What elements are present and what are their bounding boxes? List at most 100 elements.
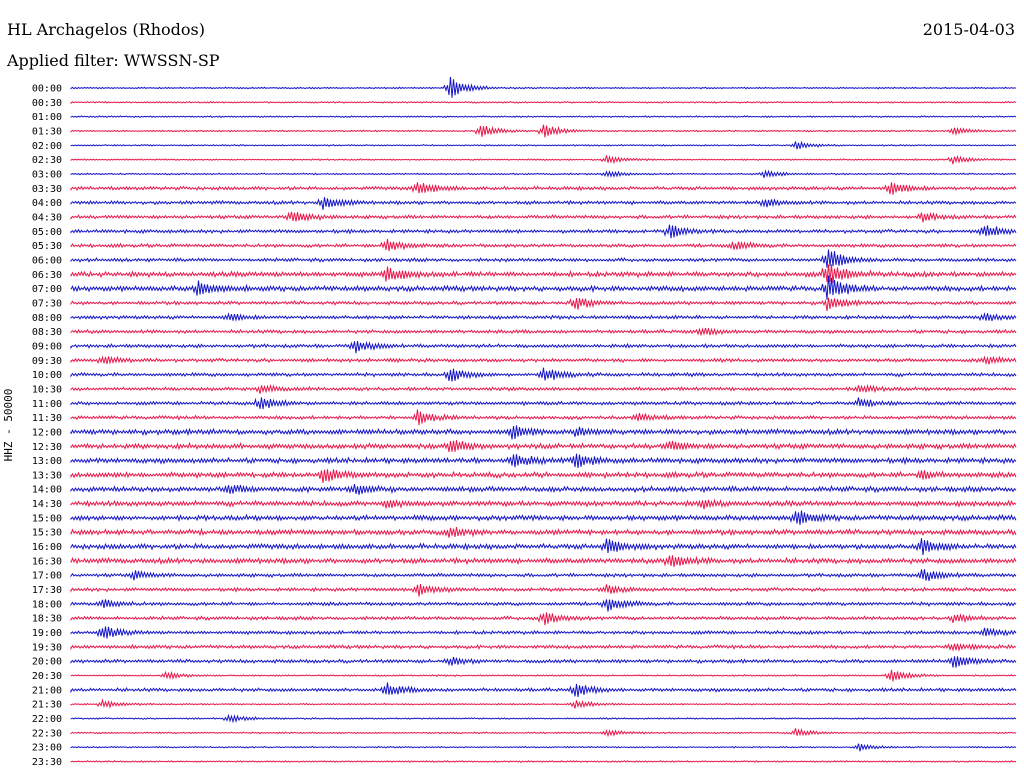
seismic-trace	[70, 743, 1017, 752]
seismic-trace	[70, 425, 1017, 440]
seismic-trace	[70, 584, 1017, 597]
time-tick-label: 05:30	[32, 241, 62, 252]
seismic-trace	[70, 312, 1017, 322]
time-tick-label: 05:00	[32, 227, 62, 238]
time-tick-label: 18:30	[32, 614, 62, 625]
seismic-trace	[70, 555, 1017, 567]
seismic-trace	[70, 154, 1017, 165]
time-tick-label: 16:30	[32, 556, 62, 567]
time-tick-label: 11:00	[32, 399, 62, 410]
seismic-trace	[70, 713, 1017, 724]
seismic-trace	[70, 498, 1017, 510]
seismic-trace	[70, 682, 1017, 697]
seismic-trace	[70, 727, 1017, 738]
time-tick-label: 08:00	[32, 313, 62, 324]
time-tick-label: 09:30	[32, 356, 62, 367]
seismic-trace	[70, 275, 1017, 300]
time-tick-label: 16:00	[32, 542, 62, 553]
time-tick-label: 13:00	[32, 456, 62, 467]
seismic-trace	[70, 626, 1017, 639]
time-tick-label: 23:00	[32, 743, 62, 754]
record-date: 2015-04-03	[922, 20, 1015, 39]
seismic-trace	[70, 76, 1017, 98]
seismic-trace	[70, 100, 1017, 105]
time-tick-label: 18:00	[32, 599, 62, 610]
filter-label: Applied filter: WWSSN-SP	[7, 51, 220, 70]
time-tick-label: 22:30	[32, 728, 62, 739]
seismic-trace	[70, 169, 1017, 178]
time-tick-label: 01:30	[32, 126, 62, 137]
time-tick-label: 10:30	[32, 384, 62, 395]
time-tick-label: 06:30	[32, 270, 62, 281]
time-tick-label: 17:30	[32, 585, 62, 596]
time-tick-label: 09:00	[32, 341, 62, 352]
seismic-trace	[70, 367, 1017, 382]
seismic-trace	[70, 510, 1017, 525]
tick-labels: 00:00 00:30 01:00 01:30 02:00 02:30 03:00 03:30…	[32, 84, 62, 769]
time-tick-label: 20:00	[32, 657, 62, 668]
seismic-trace	[70, 538, 1017, 556]
time-tick-label: 04:00	[32, 198, 62, 209]
time-tick-label: 23:30	[32, 757, 62, 768]
seismic-trace	[70, 124, 1017, 138]
seismic-trace	[70, 383, 1017, 394]
time-tick-label: 02:00	[32, 141, 62, 152]
time-tick-label: 19:00	[32, 628, 62, 639]
seismic-trace	[70, 469, 1017, 483]
seismic-trace	[70, 115, 1017, 119]
station-title: HL Archagelos (Rhodos)	[7, 20, 205, 39]
time-tick-label: 19:30	[32, 642, 62, 653]
time-tick-label: 06:00	[32, 255, 62, 266]
seismic-trace	[70, 327, 1017, 337]
seismic-trace	[70, 656, 1017, 668]
seismic-trace	[70, 340, 1017, 354]
seismic-trace	[70, 440, 1017, 452]
seismic-trace	[70, 612, 1017, 626]
time-tick-label: 21:30	[32, 700, 62, 711]
time-tick-label: 20:30	[32, 671, 62, 682]
time-tick-label: 14:00	[32, 485, 62, 496]
time-tick-label: 14:30	[32, 499, 62, 510]
seismic-trace	[70, 397, 1017, 410]
time-tick-label: 02:30	[32, 155, 62, 166]
time-tick-label: 15:30	[32, 528, 62, 539]
time-tick-label: 03:00	[32, 169, 62, 180]
time-tick-label: 07:30	[32, 298, 62, 309]
time-tick-label: 13:30	[32, 470, 62, 481]
seismic-trace	[70, 453, 1017, 469]
time-tick-label: 00:00	[32, 84, 62, 95]
seismic-trace	[70, 698, 1017, 709]
seismic-trace	[70, 182, 1017, 195]
seismic-trace	[70, 297, 1017, 312]
time-tick-label: 11:30	[32, 413, 62, 424]
time-tick-label: 07:00	[32, 284, 62, 295]
seismic-trace	[70, 249, 1017, 268]
time-tick-label: 12:00	[32, 427, 62, 438]
seismic-trace	[70, 527, 1017, 538]
time-tick-label: 03:30	[32, 184, 62, 195]
seismic-trace	[70, 355, 1017, 366]
seismic-trace	[70, 643, 1017, 652]
time-tick-label: 08:30	[32, 327, 62, 338]
seismic-trace	[70, 264, 1017, 283]
time-tick-label: 10:00	[32, 370, 62, 381]
seismic-trace	[70, 197, 1017, 210]
seismic-trace	[70, 759, 1017, 763]
seismic-trace	[70, 484, 1017, 495]
time-tick-label: 22:00	[32, 714, 62, 725]
time-tick-label: 17:00	[32, 571, 62, 582]
time-tick-label: 12:30	[32, 442, 62, 453]
seismic-trace	[70, 569, 1017, 581]
time-tick-label: 01:00	[32, 112, 62, 123]
time-tick-label: 04:30	[32, 212, 62, 223]
seismic-trace	[70, 140, 1017, 150]
time-tick-label: 00:30	[32, 98, 62, 109]
y-axis-label: HHZ - 50000	[2, 389, 15, 462]
seismic-trace	[70, 409, 1017, 426]
seismic-trace	[70, 224, 1017, 239]
time-tick-label: 21:00	[32, 685, 62, 696]
time-tick-label: 15:00	[32, 513, 62, 524]
seismic-trace	[70, 238, 1017, 252]
traces-layer	[70, 76, 1017, 763]
